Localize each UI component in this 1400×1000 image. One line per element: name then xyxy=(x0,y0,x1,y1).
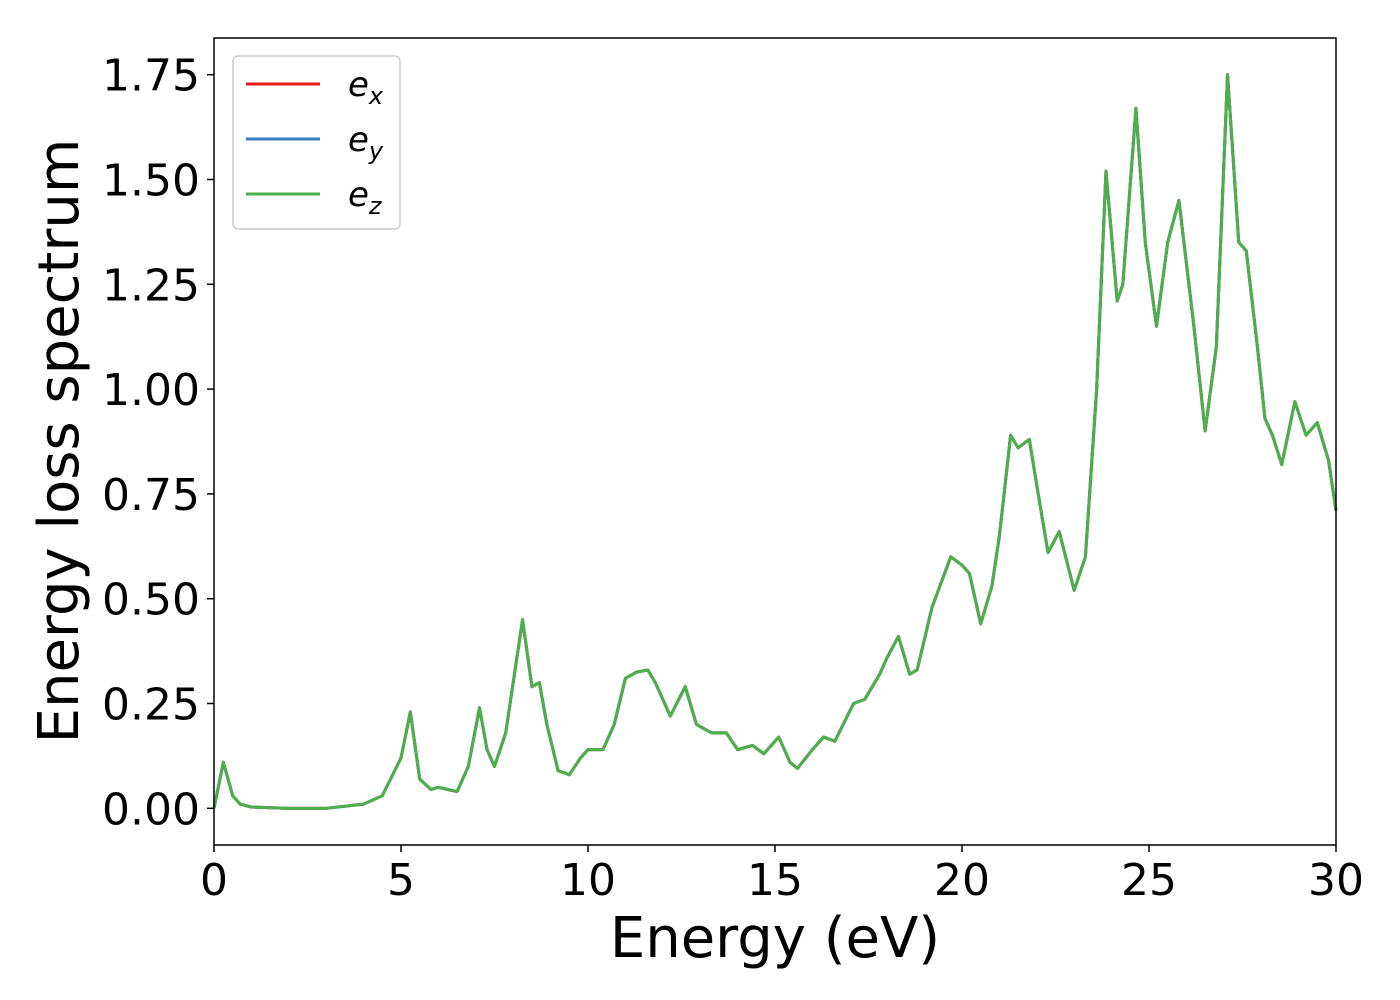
x-tick-label: 10 xyxy=(560,855,616,906)
y-tick-label: 0.50 xyxy=(102,575,200,626)
legend: ex ey ez xyxy=(232,55,401,230)
y-tick-label: 1.25 xyxy=(102,260,200,311)
x-tick-label: 15 xyxy=(747,855,803,906)
plot-frame xyxy=(213,37,1337,846)
y-tick-label: 1.00 xyxy=(102,365,200,416)
legend-label: ex xyxy=(348,65,384,110)
x-tick-label: 30 xyxy=(1308,855,1364,906)
legend-label: ey xyxy=(348,120,384,165)
x-tick-label: 20 xyxy=(934,855,990,906)
x-axis-label: Energy (eV) xyxy=(610,906,940,971)
x-tick-label: 5 xyxy=(387,855,415,906)
legend-box xyxy=(232,55,401,230)
y-tick-label: 0.25 xyxy=(102,680,200,731)
y-tick-label: 0.00 xyxy=(102,784,200,835)
y-axis-label: Energy loss spectrum xyxy=(27,139,92,744)
x-tick-label: 0 xyxy=(200,855,228,906)
y-tick-label: 1.50 xyxy=(102,155,200,206)
y-tick-label: 0.75 xyxy=(102,470,200,521)
y-tick-label: 1.75 xyxy=(102,51,200,102)
x-tick-label: 25 xyxy=(1121,855,1177,906)
legend-label: ez xyxy=(348,175,383,220)
series-line xyxy=(212,73,1338,810)
